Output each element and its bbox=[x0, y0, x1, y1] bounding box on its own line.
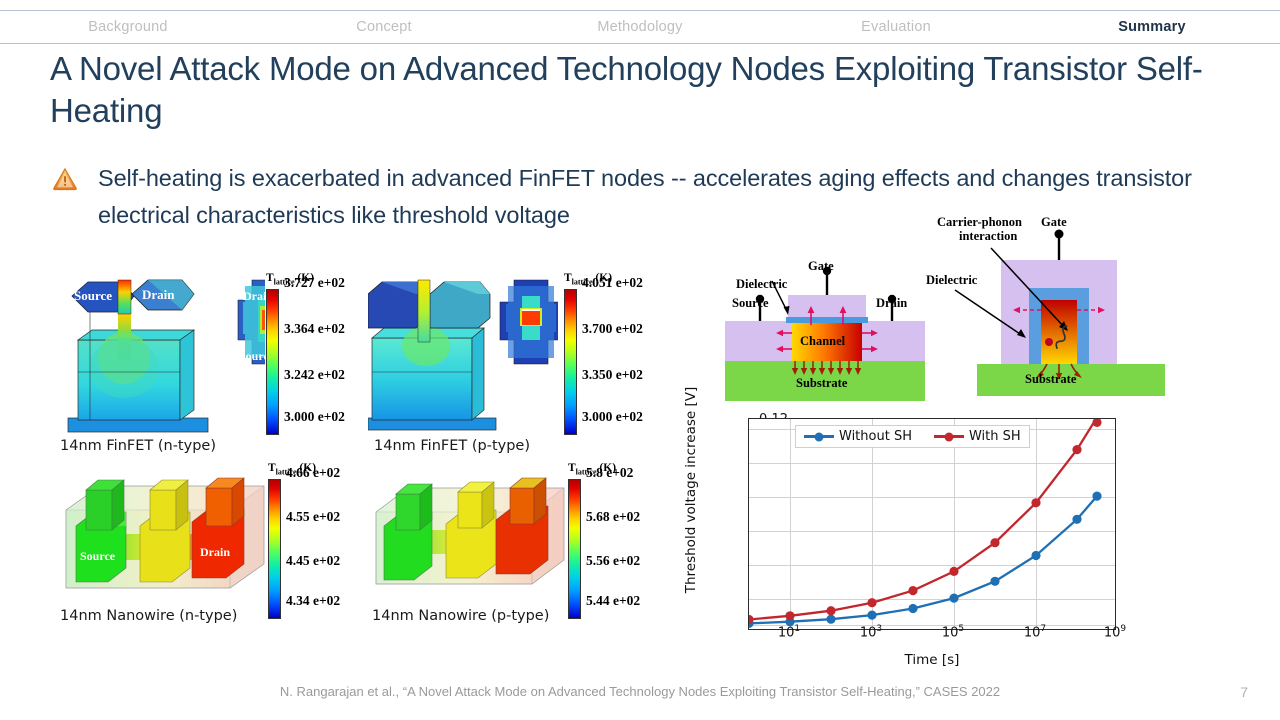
colorbar-tick-0: 4.051 e+02 bbox=[582, 275, 643, 290]
schematic-label-dielectric: Dielectric bbox=[926, 273, 978, 287]
sim-panel-nanowire-ntype: Source Drain Tlattice (K) 4.66 e+02 4.55… bbox=[60, 462, 360, 628]
colorbar-tick-0: 4.66 e+02 bbox=[286, 465, 341, 480]
schematic-label-carrier-phonon-line2: interaction bbox=[959, 229, 1018, 243]
colorbar-finfet-ntype: Tlattice (K) 3.727 e+02 3.364 e+02 3.242… bbox=[266, 272, 345, 436]
nanowire-ptype-3d-view bbox=[375, 477, 565, 585]
label-drain-top: Drain bbox=[243, 289, 265, 303]
chart-xtick-10e7: 107 bbox=[1023, 624, 1047, 641]
colorbar-gradient bbox=[564, 289, 577, 436]
sim-caption-finfet-ntype: 14nm FinFET (n-type) bbox=[60, 438, 216, 454]
colorbar-nanowire-ptype: Tlattice (K) 5.8 e+02 5.68 e+02 5.56 e+0… bbox=[568, 462, 640, 620]
colorbar-tick-1: 3.364 e+02 bbox=[284, 321, 345, 336]
colorbar-tick-1: 3.700 e+02 bbox=[582, 321, 643, 336]
colorbar-tick-0: 3.727 e+02 bbox=[284, 275, 345, 290]
sim-panel-finfet-ntype: Source Drain Drain Source Tlattice (K) 3… bbox=[60, 272, 360, 457]
colorbar-finfet-ptype: Tlattice (K) 4.051 e+02 3.700 e+02 3.350… bbox=[564, 272, 643, 436]
channel-region bbox=[792, 321, 862, 361]
legend-entry-with-sh[interactable]: With SH bbox=[933, 429, 1021, 444]
legend-marker-with-sh bbox=[933, 435, 964, 438]
channel-region bbox=[1041, 300, 1077, 364]
colorbar-title: Tlattice (K) bbox=[266, 272, 315, 287]
schematic-label-channel: Channel bbox=[800, 334, 846, 348]
schematic-label-dielectric: Dielectric bbox=[736, 277, 788, 291]
schematic-label-carrier-phonon-line1: Carrier-phonon bbox=[937, 215, 1022, 229]
slide-number: 7 bbox=[1240, 684, 1248, 700]
colorbar-nanowire-ntype: Tlattice (K) 4.66 e+02 4.55 e+02 4.45 e+… bbox=[268, 462, 340, 620]
legend-label-with-sh: With SH bbox=[968, 429, 1021, 444]
schematic-planar-mosfet: Dielectric Gate Source Drain Channel Sub… bbox=[700, 255, 950, 405]
sim-caption-nanowire-ntype: 14nm Nanowire (n-type) bbox=[60, 608, 238, 624]
sim-panel-finfet-ptype: Tlattice (K) 4.051 e+02 3.700 e+02 3.350… bbox=[368, 272, 668, 457]
planar-mosfet-svg bbox=[725, 266, 925, 401]
colorbar-title: Tlattice (K) bbox=[268, 462, 317, 477]
nav-item-concept[interactable]: Concept bbox=[356, 19, 412, 35]
schematic-finfet: Carrier-phonon interaction Gate Dielectr… bbox=[925, 212, 1180, 404]
schematic-label-substrate: Substrate bbox=[796, 376, 848, 390]
page-title: A Novel Attack Mode on Advanced Technolo… bbox=[50, 50, 1203, 129]
colorbar-tick-1: 5.68 e+02 bbox=[586, 509, 641, 524]
legend-entry-without-sh[interactable]: Without SH bbox=[804, 429, 912, 444]
label-drain: Drain bbox=[200, 545, 230, 559]
colorbar-tick-2: 4.45 e+02 bbox=[286, 553, 341, 568]
legend-marker-without-sh bbox=[804, 435, 834, 438]
label-source-top: Source bbox=[239, 349, 265, 363]
sim-caption-nanowire-ptype: 14nm Nanowire (p-type) bbox=[372, 608, 550, 624]
schematic-label-gate: Gate bbox=[808, 259, 834, 273]
colorbar-tick-1: 4.55 e+02 bbox=[286, 509, 341, 524]
colorbar-tick-2: 5.56 e+02 bbox=[586, 553, 641, 568]
bullet-row: Self-heating is exacerbated in advanced … bbox=[52, 160, 1212, 234]
series-without-sh-line bbox=[749, 495, 1098, 625]
label-source: Source bbox=[74, 288, 112, 303]
label-source: Source bbox=[80, 549, 116, 563]
colorbar-title: Tlattice (K) bbox=[564, 272, 613, 287]
colorbar-tick-3: 3.000 e+02 bbox=[284, 409, 345, 424]
colorbar-gradient bbox=[268, 479, 281, 620]
bullet-text: Self-heating is exacerbated in advanced … bbox=[98, 165, 1192, 228]
sim-caption-finfet-ptype: 14nm FinFET (p-type) bbox=[374, 438, 530, 454]
warning-triangle-icon bbox=[52, 160, 82, 234]
finfet-ptype-3d-view bbox=[368, 279, 558, 431]
nav-item-methodology[interactable]: Methodology bbox=[597, 19, 683, 35]
chart-y-axis-label: Threshold voltage increase [V] bbox=[683, 386, 699, 594]
label-drain: Drain bbox=[142, 287, 175, 302]
schematic-label-gate: Gate bbox=[1041, 215, 1067, 229]
threshold-voltage-chart: Threshold voltage increase [V] 0.12 0.10… bbox=[672, 387, 1162, 680]
colorbar-tick-0: 5.8 e+02 bbox=[586, 465, 634, 480]
chart-xtick-10e1: 101 bbox=[777, 624, 801, 641]
colorbar-tick-2: 3.242 e+02 bbox=[284, 367, 345, 382]
section-navbar: Background Concept Methodology Evaluatio… bbox=[0, 10, 1280, 44]
chart-plot-area: Without SH With SH bbox=[748, 418, 1116, 630]
series-without-sh-markers bbox=[749, 491, 1102, 628]
legend-label-without-sh: Without SH bbox=[839, 429, 912, 444]
series-with-sh-markers bbox=[749, 419, 1102, 625]
schematic-label-source: Source bbox=[732, 296, 769, 310]
series-with-sh-line bbox=[749, 419, 1098, 621]
footer-citation: N. Rangarajan et al., “A Novel Attack Mo… bbox=[279, 684, 1001, 699]
finfet-ntype-3d-view: Source Drain Drain Source bbox=[67, 279, 265, 433]
colorbar-tick-3: 4.34 e+02 bbox=[286, 593, 341, 608]
schematic-label-substrate: Substrate bbox=[1025, 372, 1077, 386]
chart-xtick-10e3: 103 bbox=[859, 624, 883, 641]
colorbar-gradient bbox=[266, 289, 279, 436]
colorbar-tick-3: 3.000 e+02 bbox=[582, 409, 643, 424]
chart-xtick-10e9: 109 bbox=[1103, 624, 1127, 641]
finfet-schematic-svg bbox=[954, 229, 1165, 396]
chart-x-axis-label: Time [s] bbox=[904, 652, 960, 668]
schematic-label-drain: Drain bbox=[876, 296, 908, 310]
chart-legend: Without SH With SH bbox=[795, 425, 1030, 448]
colorbar-title: Tlattice (K) bbox=[568, 462, 617, 477]
nav-item-summary[interactable]: Summary bbox=[1118, 19, 1186, 35]
colorbar-tick-3: 5.44 e+02 bbox=[586, 593, 641, 608]
sim-panel-nanowire-ptype: Tlattice (K) 5.8 e+02 5.68 e+02 5.56 e+0… bbox=[372, 462, 672, 628]
substrate-region bbox=[725, 361, 925, 401]
nanowire-ntype-3d-view: Source Drain bbox=[65, 477, 265, 589]
substrate-region bbox=[977, 364, 1165, 396]
colorbar-gradient bbox=[568, 479, 581, 620]
chart-xtick-10e5: 105 bbox=[941, 624, 965, 641]
colorbar-tick-2: 3.350 e+02 bbox=[582, 367, 643, 382]
chart-series-svg bbox=[749, 419, 1102, 628]
nav-item-background[interactable]: Background bbox=[88, 19, 168, 35]
nav-item-evaluation[interactable]: Evaluation bbox=[861, 19, 931, 35]
